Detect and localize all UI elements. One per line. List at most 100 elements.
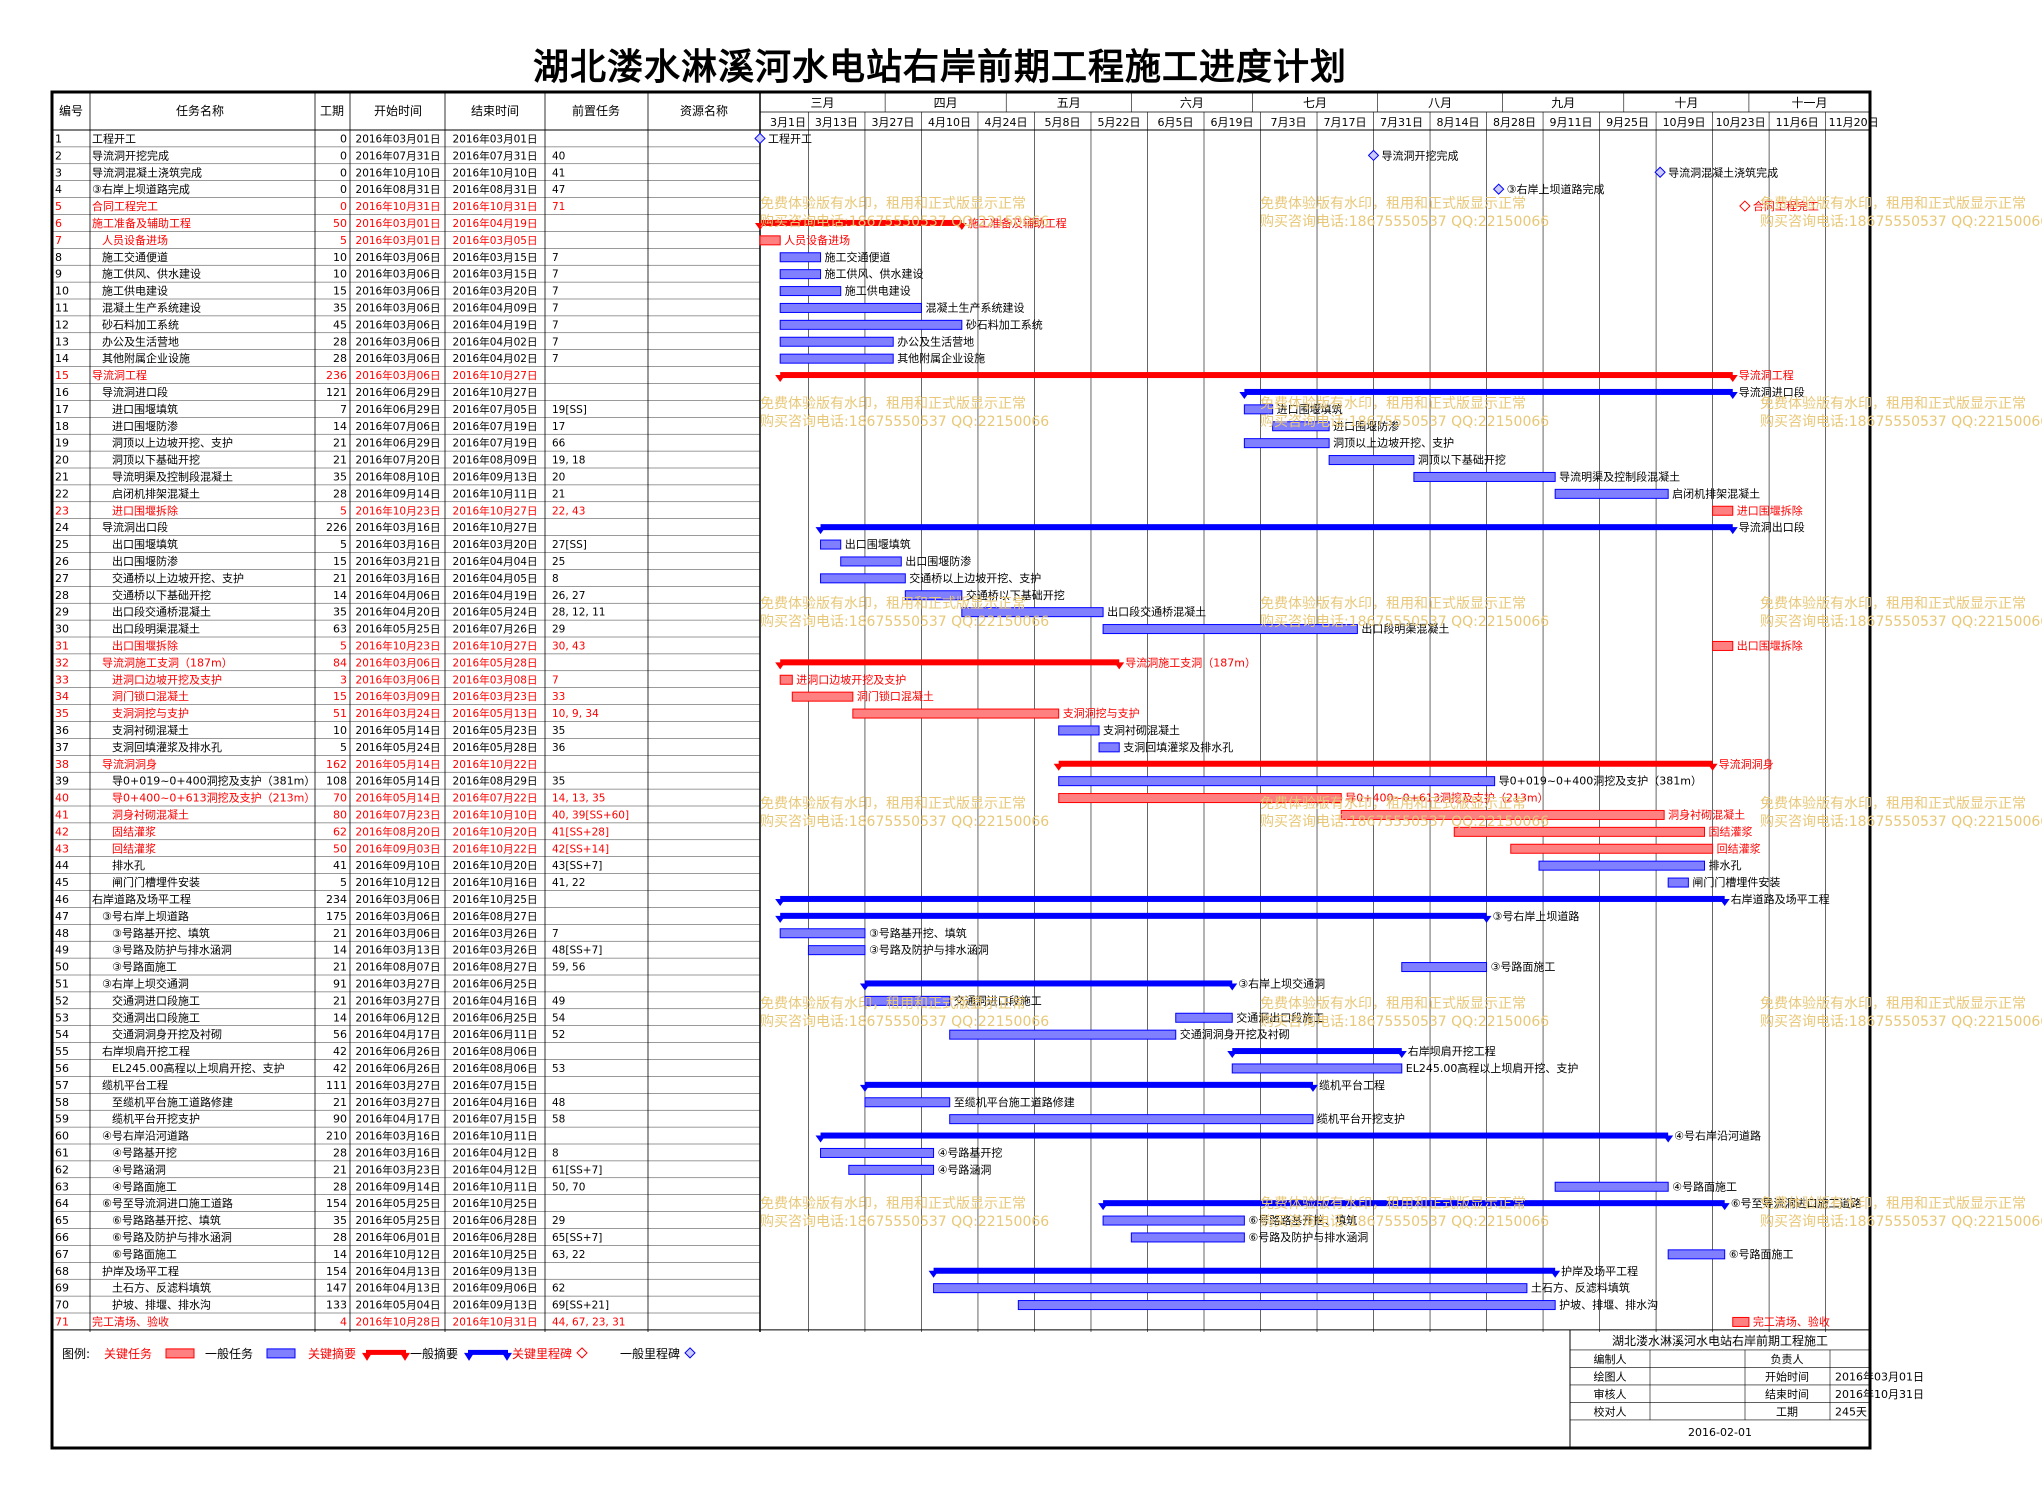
task-name: 交通桥以下基础开挖 <box>112 588 211 602</box>
task-end: 2016年04月02日 <box>453 352 538 365</box>
legend-item-label: 关键摘要 <box>308 1346 356 1361</box>
legend-swatch-cap <box>362 1352 372 1361</box>
task-end: 2016年04月04日 <box>453 555 538 568</box>
watermark-line1: 免费体验版有水印，租用和正式版显示正常 <box>760 996 1026 1012</box>
task-name: ③右岸上坝道路完成 <box>92 182 190 196</box>
summary-end-cap <box>1550 1270 1561 1278</box>
bar-label: 导流洞工程 <box>1739 368 1794 382</box>
task-end: 2016年03月26日 <box>453 927 538 940</box>
task-duration: 42 <box>333 1045 347 1058</box>
bar-label: 交通洞进口段施工 <box>954 993 1042 1007</box>
task-predecessor: 19[SS] <box>552 404 587 416</box>
summary-start-cap <box>1239 391 1250 399</box>
legend-swatch <box>266 1348 296 1359</box>
task-predecessor: 49 <box>552 995 565 1007</box>
task-start: 2016年05月04日 <box>356 1299 441 1312</box>
summary-bar <box>820 1132 1669 1139</box>
task-id: 30 <box>55 623 69 636</box>
task-name: 砂石料加工系统 <box>102 317 179 331</box>
task-bar <box>904 590 963 601</box>
task-name: 施工交通便道 <box>102 250 168 264</box>
task-start: 2016年07月20日 <box>356 454 441 467</box>
task-predecessor: 29 <box>552 624 565 636</box>
task-end: 2016年08月29日 <box>453 775 538 788</box>
bar-label: 洞身衬砌混凝土 <box>1668 807 1745 821</box>
task-id: 47 <box>55 910 69 923</box>
task-start: 2016年03月01日 <box>356 132 441 145</box>
bar-label: 出口段明渠混凝土 <box>1361 622 1449 636</box>
bar-label: ③号路及防护与排水涵洞 <box>869 943 989 957</box>
task-duration: 28 <box>333 1146 347 1159</box>
week-label: 3月1日 <box>770 116 806 129</box>
summary-end-cap <box>1114 662 1125 670</box>
task-start: 2016年10月10日 <box>356 166 441 179</box>
bar-label: 混凝土生产系统建设 <box>925 300 1024 314</box>
milestone-diamond <box>1492 183 1505 195</box>
task-end: 2016年10月11日 <box>453 1180 538 1193</box>
task-name: EL245.00高程以上坝肩开挖、支护 <box>112 1061 285 1075</box>
task-name: 洞顶以上边坡开挖、支护 <box>112 436 233 450</box>
task-id: 18 <box>55 420 69 433</box>
task-bar <box>1231 1063 1403 1074</box>
task-bar <box>1554 1181 1669 1192</box>
task-name: 导流明渠及控制段混凝土 <box>112 469 233 483</box>
task-id: 59 <box>55 1113 69 1126</box>
task-predecessor: 43[SS+7] <box>552 860 602 872</box>
task-id: 57 <box>55 1079 69 1092</box>
task-end: 2016年10月22日 <box>453 758 538 771</box>
task-id: 65 <box>55 1214 69 1227</box>
task-predecessor: 61[SS+7] <box>552 1164 602 1176</box>
task-duration: 35 <box>333 301 347 314</box>
task-duration: 5 <box>340 504 347 517</box>
task-id: 25 <box>55 538 69 551</box>
task-id: 44 <box>55 859 69 872</box>
task-start: 2016年09月14日 <box>356 1180 441 1193</box>
task-id: 53 <box>55 1011 69 1024</box>
task-start: 2016年06月26日 <box>356 1062 441 1075</box>
task-end: 2016年03月15日 <box>453 268 538 281</box>
task-name: 出口围堰拆除 <box>112 638 178 652</box>
task-start: 2016年05月25日 <box>356 623 441 636</box>
bar-label: 进口围堰填筑 <box>1277 402 1343 416</box>
task-end: 2016年04月19日 <box>453 589 538 602</box>
task-duration: 84 <box>333 656 347 669</box>
task-duration: 5 <box>340 234 347 247</box>
task-start: 2016年03月06日 <box>356 927 441 940</box>
task-end: 2016年08月27日 <box>453 910 538 923</box>
legend-swatch-diamond <box>576 1347 588 1359</box>
task-bar <box>1098 742 1120 753</box>
bar-label: 施工交通便道 <box>825 250 891 264</box>
month-label: 五月 <box>1057 96 1081 110</box>
task-duration: 0 <box>340 183 347 196</box>
bar-label: ④号路基开挖 <box>938 1145 1003 1159</box>
task-predecessor: 19, 18 <box>552 455 585 467</box>
task-bar <box>1328 455 1415 466</box>
task-bar <box>1401 962 1488 973</box>
task-end: 2016年10月10日 <box>453 808 538 821</box>
task-name: 施工供电建设 <box>102 284 168 298</box>
task-id: 37 <box>55 741 69 754</box>
task-start: 2016年08月07日 <box>356 961 441 974</box>
task-id: 67 <box>55 1248 69 1261</box>
task-duration: 35 <box>333 606 347 619</box>
week-label: 5月8日 <box>1044 116 1080 129</box>
bar-label: 进洞口边坡开挖及支护 <box>796 672 906 686</box>
task-start: 2016年05月25日 <box>356 1214 441 1227</box>
task-predecessor: 35 <box>552 776 565 788</box>
task-duration: 35 <box>333 470 347 483</box>
task-start: 2016年06月29日 <box>356 386 441 399</box>
task-end: 2016年07月19日 <box>453 420 538 433</box>
watermark-line2: 购买咨询电话:18675550537 QQ:22150066 <box>1760 614 2042 630</box>
info-key: 开始时间 <box>1765 1369 1809 1383</box>
task-bar <box>779 252 822 263</box>
column-header: 编号 <box>59 103 83 118</box>
week-label: 11月20日 <box>1829 116 1879 129</box>
task-end: 2016年10月20日 <box>453 825 538 838</box>
task-name: 完工清场、验收 <box>92 1314 169 1328</box>
watermark-line2: 购买咨询电话:18675550537 QQ:22150066 <box>1760 1014 2042 1030</box>
task-duration: 236 <box>326 369 347 382</box>
legend-label: 图例: <box>62 1347 90 1361</box>
summary-bar <box>864 1081 1313 1088</box>
task-predecessor: 14, 13, 35 <box>552 793 605 805</box>
task-predecessor: 27[SS] <box>552 539 587 551</box>
